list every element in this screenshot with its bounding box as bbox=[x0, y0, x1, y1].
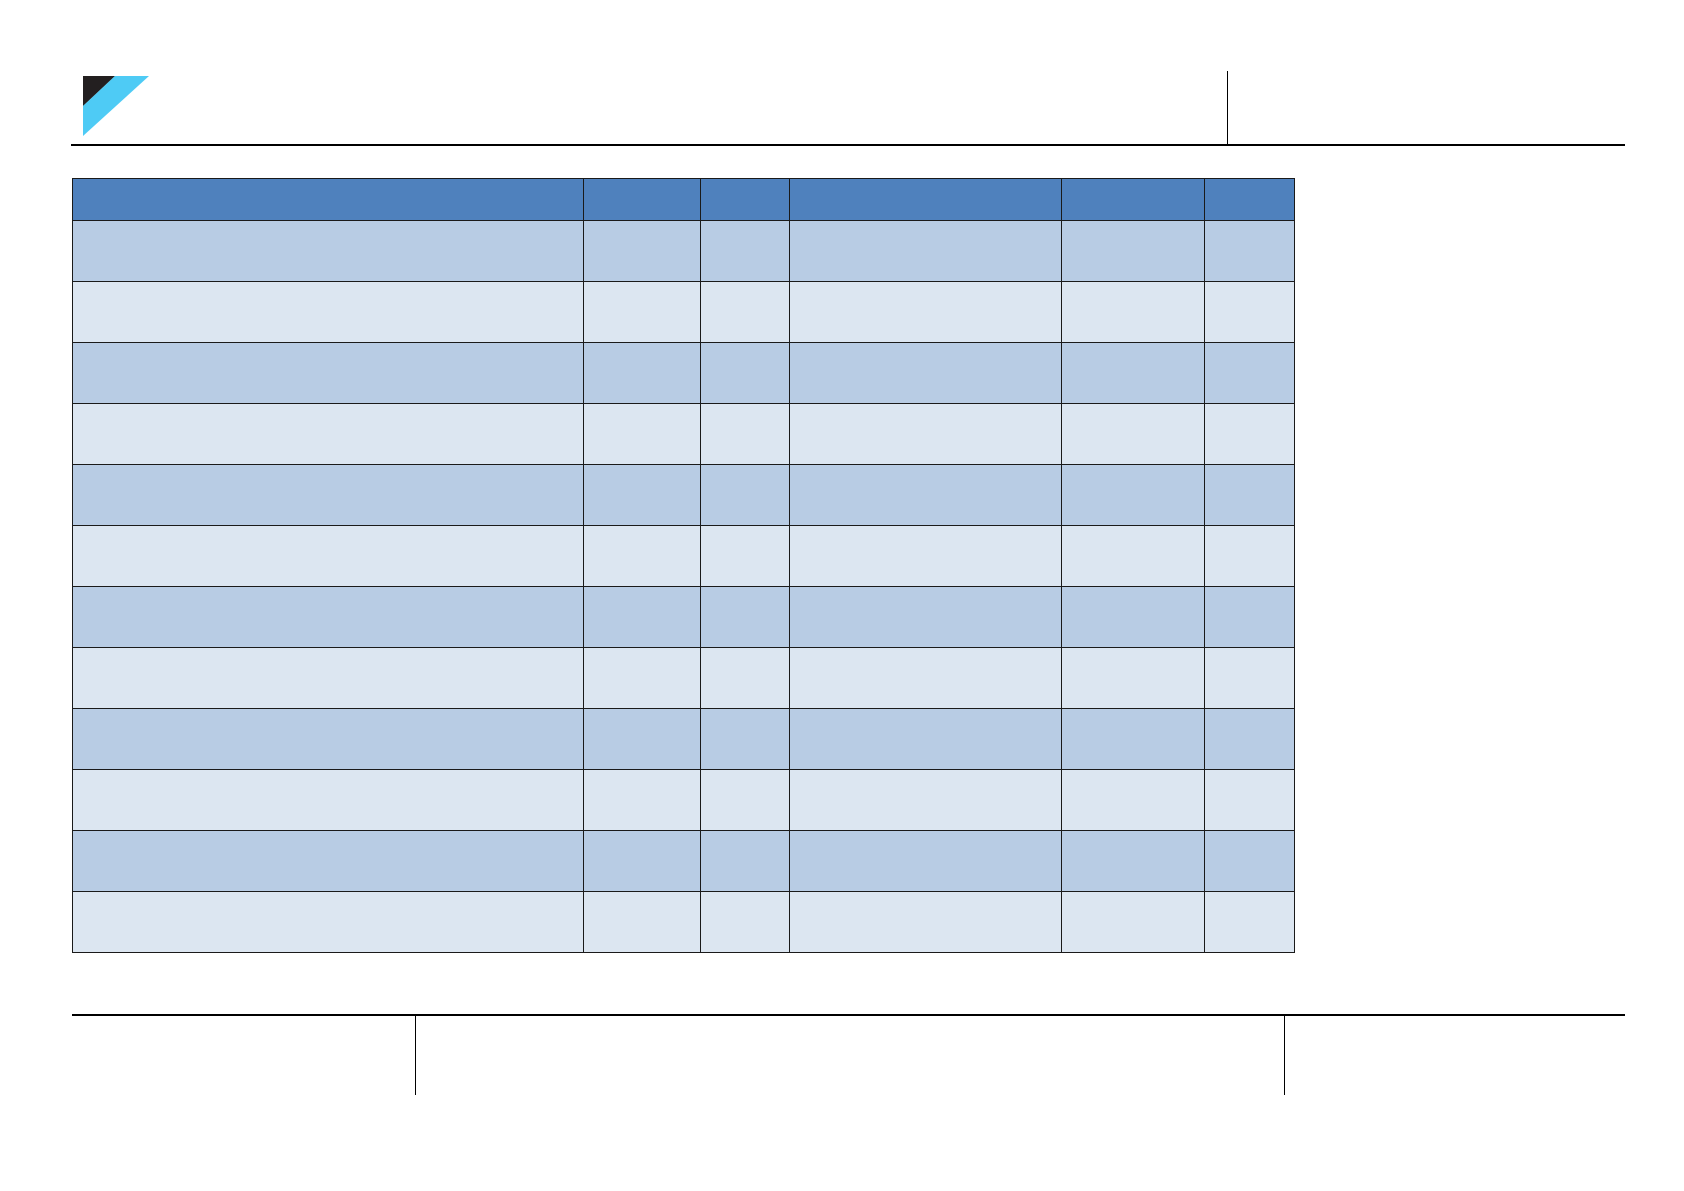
table-cell bbox=[789, 891, 1062, 953]
table-cell bbox=[72, 525, 584, 587]
table-cell bbox=[583, 342, 701, 404]
table-row bbox=[72, 708, 1295, 770]
table-cell bbox=[1061, 586, 1205, 648]
table-cell bbox=[700, 769, 790, 831]
table-cell bbox=[1061, 708, 1205, 770]
header-divider bbox=[1227, 71, 1228, 145]
table-row bbox=[72, 342, 1295, 404]
table-cell bbox=[1204, 830, 1295, 892]
table-cell bbox=[700, 708, 790, 770]
table-cell bbox=[583, 708, 701, 770]
table-row bbox=[72, 586, 1295, 648]
table-cell bbox=[1061, 403, 1205, 465]
table-cell bbox=[789, 464, 1062, 526]
table-cell bbox=[583, 891, 701, 953]
table-cell bbox=[700, 830, 790, 892]
footer-divider-left bbox=[415, 1015, 416, 1095]
table-cell bbox=[789, 525, 1062, 587]
table-cell bbox=[1061, 220, 1205, 282]
table-row bbox=[72, 525, 1295, 587]
table-cell bbox=[1061, 769, 1205, 831]
table-cell bbox=[789, 403, 1062, 465]
table-cell bbox=[583, 220, 701, 282]
table-cell bbox=[700, 342, 790, 404]
table-cell bbox=[1061, 647, 1205, 709]
table-cell bbox=[72, 830, 584, 892]
table-header-row bbox=[72, 178, 1295, 221]
header-cell bbox=[1204, 178, 1295, 221]
table-cell bbox=[789, 708, 1062, 770]
table-cell bbox=[583, 403, 701, 465]
table-cell bbox=[583, 769, 701, 831]
header-cell bbox=[1061, 178, 1205, 221]
table-cell bbox=[789, 769, 1062, 831]
table-cell bbox=[583, 281, 701, 343]
table-cell bbox=[789, 586, 1062, 648]
table-row bbox=[72, 220, 1295, 282]
table-cell bbox=[1061, 464, 1205, 526]
header-cell bbox=[72, 178, 584, 221]
table-cell bbox=[583, 586, 701, 648]
header-cell bbox=[700, 178, 790, 221]
table-cell bbox=[72, 342, 584, 404]
header-rule bbox=[71, 144, 1625, 146]
table-cell bbox=[1061, 891, 1205, 953]
table-row bbox=[72, 403, 1295, 465]
table-cell bbox=[1061, 830, 1205, 892]
header-cell bbox=[789, 178, 1062, 221]
table-cell bbox=[72, 647, 584, 709]
table-cell bbox=[72, 586, 584, 648]
company-logo bbox=[83, 76, 149, 136]
table-cell bbox=[1204, 769, 1295, 831]
table-cell bbox=[72, 891, 584, 953]
table-cell bbox=[789, 281, 1062, 343]
table-cell bbox=[583, 525, 701, 587]
footer-divider-right bbox=[1284, 1015, 1285, 1095]
table-cell bbox=[700, 464, 790, 526]
table-cell bbox=[583, 647, 701, 709]
table-cell bbox=[700, 281, 790, 343]
table-cell bbox=[700, 891, 790, 953]
table-cell bbox=[1204, 403, 1295, 465]
table-cell bbox=[789, 342, 1062, 404]
table-cell bbox=[583, 830, 701, 892]
header-cell bbox=[583, 178, 701, 221]
table-cell bbox=[72, 769, 584, 831]
table-row bbox=[72, 830, 1295, 892]
table-cell bbox=[583, 464, 701, 526]
table-row bbox=[72, 891, 1295, 953]
table-cell bbox=[700, 586, 790, 648]
table-cell bbox=[1204, 464, 1295, 526]
table-cell bbox=[1204, 708, 1295, 770]
data-table bbox=[72, 178, 1295, 953]
table-cell bbox=[1204, 281, 1295, 343]
footer-rule bbox=[72, 1014, 1625, 1016]
logo-accent-shape bbox=[83, 76, 149, 136]
table-cell bbox=[1204, 525, 1295, 587]
table-cell bbox=[789, 220, 1062, 282]
table-cell bbox=[72, 220, 584, 282]
table-cell bbox=[72, 281, 584, 343]
table-cell bbox=[72, 403, 584, 465]
table-cell bbox=[700, 525, 790, 587]
table-cell bbox=[1204, 586, 1295, 648]
table-cell bbox=[700, 647, 790, 709]
table-cell bbox=[1204, 891, 1295, 953]
table-cell bbox=[72, 464, 584, 526]
table-row bbox=[72, 647, 1295, 709]
table-cell bbox=[789, 647, 1062, 709]
table-cell bbox=[1061, 342, 1205, 404]
table-cell bbox=[1204, 647, 1295, 709]
table-row bbox=[72, 281, 1295, 343]
table-cell bbox=[789, 830, 1062, 892]
table-cell bbox=[1061, 281, 1205, 343]
table-cell bbox=[72, 708, 584, 770]
table-row bbox=[72, 464, 1295, 526]
table-cell bbox=[1061, 525, 1205, 587]
table-cell bbox=[1204, 342, 1295, 404]
table-cell bbox=[1204, 220, 1295, 282]
table-cell bbox=[700, 220, 790, 282]
table-cell bbox=[700, 403, 790, 465]
table-row bbox=[72, 769, 1295, 831]
